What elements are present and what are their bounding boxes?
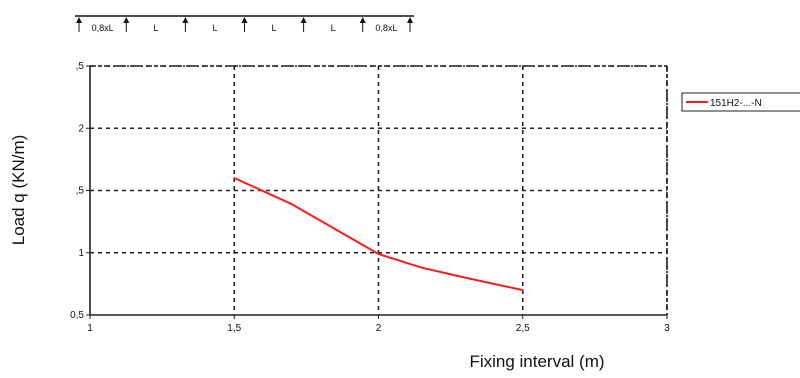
data-point: [521, 289, 524, 291]
support-arrowhead: [407, 17, 413, 23]
y-tick-label: 2: [78, 123, 84, 134]
span-label: L: [272, 23, 277, 33]
support-arrowhead: [182, 17, 189, 23]
x-tick-label: 2,5: [516, 323, 530, 334]
y-tick-label: ,5: [76, 61, 85, 72]
support-arrowhead: [123, 17, 130, 23]
data-point: [334, 228, 337, 230]
legend-label: 151H2-...-N: [710, 98, 762, 109]
data-point: [420, 266, 423, 269]
span-label: 0,8xL: [375, 23, 397, 33]
y-tick-label: ,5: [76, 186, 85, 197]
beam-diagram: 0,8xL L L L L 0,8xL: [75, 15, 414, 33]
span-label: L: [212, 23, 217, 33]
y-tick-label: 0,5: [70, 310, 84, 321]
span-label: L: [331, 23, 336, 33]
y-axis-title: Load q (KN/m): [9, 135, 28, 246]
legend: 151H2-...-N: [681, 92, 800, 112]
x-tick-label: 1: [87, 323, 93, 334]
data-point: [233, 177, 236, 179]
support-arrowhead: [359, 17, 366, 23]
data-point: [464, 276, 466, 279]
support-arrowhead: [300, 17, 307, 23]
legend-box: [681, 92, 800, 112]
data-point: [291, 203, 293, 205]
support-arrowhead: [76, 17, 82, 23]
span-label: L: [153, 23, 158, 33]
series-lines: [233, 177, 524, 292]
grid-lines: [86, 65, 668, 319]
x-tick-label: 2: [376, 323, 382, 334]
data-point: [377, 253, 380, 255]
support-arrowhead: [241, 17, 248, 23]
span-label: 0,8xL: [92, 23, 114, 33]
tick-labels: 1 1,5 2 2,5 30,51,52,5: [70, 61, 670, 334]
x-tick-label: 1,5: [227, 323, 241, 334]
x-axis-title: Fixing interval (m): [469, 352, 604, 371]
y-tick-label: 1: [78, 248, 84, 259]
x-tick-label: 3: [664, 323, 670, 334]
